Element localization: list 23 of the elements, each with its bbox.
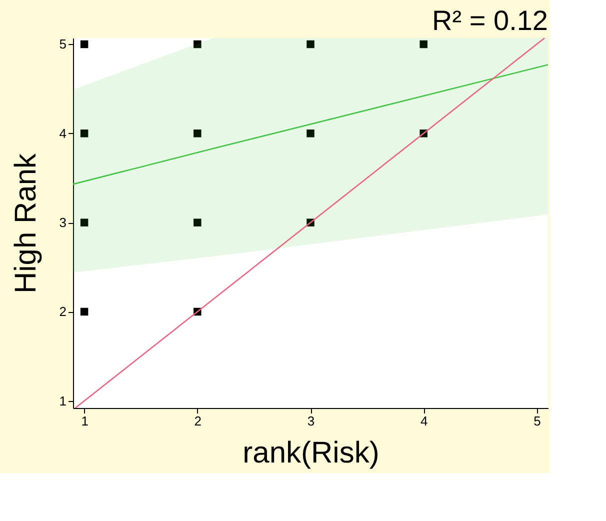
y-tick-label: 4 xyxy=(59,126,66,141)
y-tick-label: 3 xyxy=(59,215,66,230)
x-tick-label: 4 xyxy=(420,414,428,428)
x-tick-label: 5 xyxy=(534,414,541,428)
y-tick-label: 2 xyxy=(59,304,66,320)
point xyxy=(306,130,314,138)
point xyxy=(80,308,88,316)
y-axis-title: High Rank xyxy=(9,152,42,294)
chart-title: R² = 0.12 xyxy=(432,5,548,36)
point xyxy=(80,130,88,138)
x-tick-label: 2 xyxy=(194,414,202,428)
point xyxy=(80,218,88,226)
x-axis-title: rank(Risk) xyxy=(242,436,380,470)
y-tick-label: 5 xyxy=(59,36,66,52)
point xyxy=(194,130,202,138)
y-tick-label: 1 xyxy=(59,393,66,408)
x-tick-label: 3 xyxy=(307,414,315,428)
point xyxy=(306,40,314,48)
point xyxy=(194,40,202,48)
point xyxy=(420,40,428,48)
point xyxy=(80,40,88,48)
point xyxy=(194,218,202,226)
x-tick-label: 1 xyxy=(81,414,88,428)
